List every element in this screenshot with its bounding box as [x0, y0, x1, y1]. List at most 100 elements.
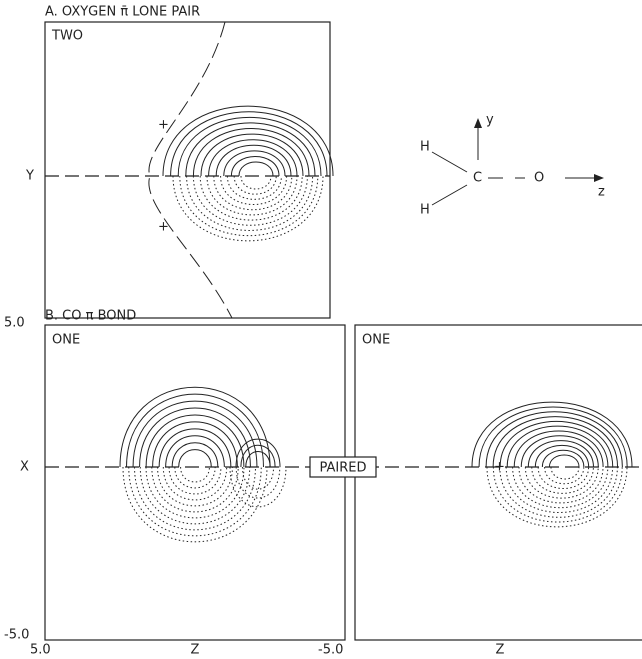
atom: C [473, 171, 482, 186]
panel-b-right-frame [354, 324, 642, 641]
contour [499, 466, 618, 518]
panel-a-title: A. OXYGEN π̄ LONE PAIR [45, 5, 200, 20]
contour [126, 393, 264, 468]
contour [520, 435, 599, 468]
paired-label: PAIRED [320, 461, 367, 476]
contour [174, 466, 216, 489]
contour [226, 175, 282, 200]
contour [478, 406, 628, 468]
bond [431, 184, 468, 206]
contour [208, 139, 298, 177]
contour [550, 466, 580, 480]
contour [548, 454, 580, 468]
panel-a-label: TWO [51, 29, 83, 44]
contour [170, 111, 328, 177]
contour [213, 175, 293, 211]
contour [506, 425, 609, 468]
contour [132, 400, 258, 468]
contour [240, 444, 276, 468]
contour [220, 175, 288, 206]
contour [157, 466, 233, 507]
contour [200, 133, 304, 177]
atom: H [420, 140, 430, 155]
contour [151, 466, 239, 513]
panel-b-right-label: ONE [362, 333, 390, 348]
contour [245, 451, 271, 468]
contour [180, 466, 210, 483]
contour [518, 466, 604, 504]
arrowhead [594, 174, 604, 182]
contour [235, 466, 281, 499]
contour [524, 466, 599, 499]
contours [162, 105, 334, 242]
contour [177, 116, 322, 177]
x-right: -5.0 [318, 643, 343, 658]
bond [431, 151, 468, 173]
contour [235, 438, 281, 468]
contour [178, 449, 212, 468]
contour [139, 407, 251, 468]
contour [215, 144, 292, 177]
contour [172, 175, 324, 242]
contour [512, 466, 609, 509]
contour [223, 150, 286, 177]
plus-mark: + [158, 220, 169, 235]
nodal-line [148, 21, 233, 319]
contour [199, 175, 303, 221]
contour [165, 435, 225, 468]
contour [192, 128, 310, 177]
panel-a-axis-label: Y [25, 169, 34, 184]
contour [240, 175, 272, 190]
axis-name: y [486, 113, 494, 128]
contour [541, 449, 585, 468]
contour [192, 175, 308, 226]
contour [145, 414, 245, 468]
contour [229, 466, 287, 508]
contour [534, 445, 590, 468]
panel-b-title: B. CO π BOND [45, 309, 136, 324]
contour [162, 466, 228, 501]
atom: H [420, 203, 430, 218]
axis-name: z [598, 185, 605, 200]
contour [499, 420, 614, 468]
contour [527, 440, 594, 468]
paired-box [309, 456, 377, 478]
contour [471, 401, 633, 468]
arrowhead [474, 118, 482, 128]
contour [179, 175, 319, 237]
y-bottom: -5.0 [4, 628, 29, 643]
contour [158, 428, 232, 468]
contour [513, 430, 604, 468]
contour [544, 466, 585, 485]
contour [119, 386, 271, 468]
contour [492, 416, 619, 468]
contour [505, 466, 614, 513]
contour [241, 466, 275, 490]
panel-b-axis-label: X [20, 460, 29, 475]
panel-a-frame [44, 21, 331, 319]
plus-mark: + [158, 118, 169, 133]
contour [186, 175, 314, 231]
panel-b-left-label: ONE [52, 333, 80, 348]
contour [134, 466, 256, 531]
molecule: H C O H y z [420, 113, 605, 218]
contour [145, 466, 245, 519]
y-top: 5.0 [4, 316, 25, 331]
z-label: Z [191, 643, 200, 658]
contour [238, 161, 274, 177]
contour [185, 122, 316, 177]
contour [162, 105, 334, 177]
contour [492, 466, 623, 523]
contours [119, 386, 633, 543]
contour [233, 175, 277, 195]
contour [152, 421, 238, 468]
panel-b-left-frame [44, 324, 346, 641]
atom: O [534, 171, 544, 186]
contour [531, 466, 594, 494]
contour [206, 175, 298, 216]
z-label: Z [496, 643, 505, 658]
contour [486, 466, 628, 528]
contour [537, 466, 590, 489]
contour [485, 411, 623, 468]
